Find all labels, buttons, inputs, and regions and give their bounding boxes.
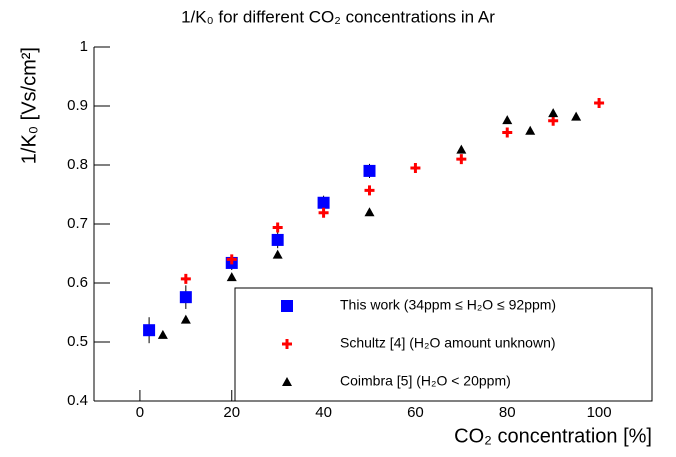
triangle-marker — [282, 377, 292, 386]
legend-label: Schultz [4] (H₂O amount unknown) — [340, 335, 556, 351]
cross-marker — [364, 185, 375, 196]
triangle-marker — [548, 108, 559, 118]
x-tick-label: 100 — [587, 404, 612, 421]
square-marker — [179, 291, 192, 304]
x-tick-label: 40 — [315, 404, 332, 421]
cross-marker — [272, 222, 283, 233]
triangle-marker — [272, 249, 283, 259]
cross-marker — [180, 273, 191, 284]
cross-marker — [594, 98, 605, 109]
y-tick-label: 0.5 — [67, 333, 88, 350]
chart-title: 1/K₀ for different CO₂ concentrations in… — [181, 7, 495, 26]
triangle-marker — [157, 329, 168, 339]
triangle-marker — [525, 125, 536, 135]
y-tick-label: 0.8 — [67, 156, 88, 173]
x-tick-label: 0 — [136, 404, 144, 421]
y-axis-label: 1/K₀ [Vs/cm²] — [18, 47, 40, 164]
cross-marker — [456, 154, 467, 165]
cross-marker — [502, 127, 513, 138]
cross-marker — [318, 207, 329, 218]
legend-label: Coimbra [5] (H₂O < 20ppm) — [340, 373, 511, 389]
cross-marker — [282, 339, 292, 349]
x-axis-label: CO₂ concentration [%] — [454, 425, 652, 447]
x-tick-label: 80 — [499, 404, 516, 421]
y-tick-label: 0.7 — [67, 215, 88, 232]
triangle-marker — [180, 314, 191, 324]
y-tick-label: 1 — [80, 38, 88, 55]
legend-box — [234, 287, 653, 402]
square-marker — [281, 300, 293, 312]
triangle-marker — [364, 207, 375, 217]
legend: This work (34ppm ≤ H₂O ≤ 92ppm) Schultz [… — [234, 287, 653, 402]
square-marker — [271, 233, 284, 246]
y-tick-label: 0.4 — [67, 392, 88, 409]
triangle-marker — [226, 272, 237, 282]
cross-marker — [226, 254, 237, 265]
x-tick-label: 20 — [223, 404, 240, 421]
triangle-marker — [571, 111, 582, 121]
square-marker — [143, 324, 156, 337]
square-marker — [363, 164, 376, 177]
y-tick-label: 0.6 — [67, 274, 88, 291]
cross-marker — [410, 162, 421, 173]
x-tick-label: 60 — [407, 404, 424, 421]
legend-label: This work (34ppm ≤ H₂O ≤ 92ppm) — [340, 297, 556, 313]
y-tick-label: 0.9 — [67, 97, 88, 114]
triangle-marker — [456, 144, 467, 154]
square-marker — [317, 196, 330, 209]
triangle-marker — [502, 115, 513, 125]
cross-marker — [548, 115, 559, 126]
